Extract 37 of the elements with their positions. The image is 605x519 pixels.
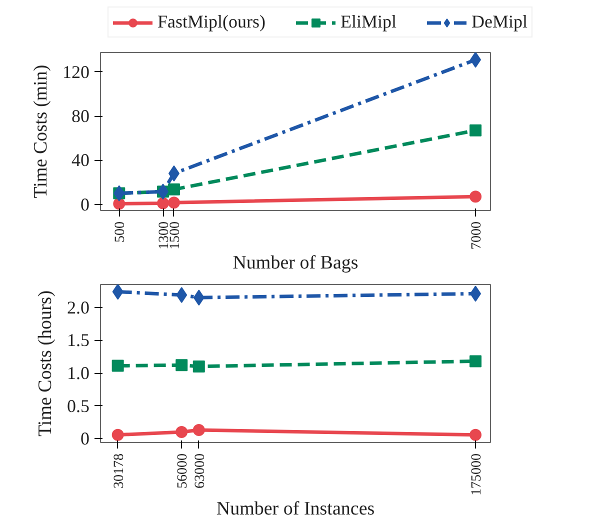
- point: [470, 428, 482, 441]
- point: [192, 360, 205, 372]
- y-tick-label: 0: [80, 428, 90, 449]
- y-tick-label: 1.0: [67, 363, 90, 384]
- y-tick-label: 0.5: [67, 396, 90, 416]
- point: [112, 428, 124, 441]
- x-axis-title: Number of Bags: [232, 252, 358, 274]
- y-tick-label: 0: [80, 194, 90, 214]
- point: [157, 197, 170, 210]
- point: [470, 190, 482, 203]
- point: [470, 124, 482, 136]
- x-tick-label: 30178: [112, 454, 127, 488]
- y-tick-label: 40: [72, 150, 90, 170]
- x-tick-label: 56000: [176, 454, 191, 488]
- y-tick-label: 1.5: [67, 330, 90, 350]
- x-tick-label: 63000: [192, 454, 208, 488]
- y-tick-label: 120: [62, 62, 90, 82]
- point: [176, 426, 188, 438]
- y-axis-title: Time Costs (min): [30, 64, 52, 198]
- x-tick-label: 175000: [470, 454, 485, 496]
- y-tick-label: 80: [72, 106, 90, 126]
- y-tick-label: 2.0: [67, 297, 90, 318]
- point: [168, 183, 180, 196]
- point: [470, 52, 482, 68]
- y-axis-title: Time Costs (hours): [35, 290, 56, 437]
- point: [168, 196, 180, 209]
- point: [176, 359, 188, 372]
- point: [470, 355, 482, 368]
- point: [112, 360, 124, 372]
- point: [112, 284, 124, 300]
- x-tick-label: 500: [113, 222, 128, 242]
- legend-label: EliMipl: [340, 12, 397, 32]
- x-axis-title: Number of Instances: [216, 498, 375, 519]
- point: [192, 424, 205, 436]
- legend-label: DeMipl: [472, 12, 528, 32]
- legend-label: FastMipl(ours): [157, 12, 266, 32]
- x-tick-label: 7000: [470, 222, 485, 250]
